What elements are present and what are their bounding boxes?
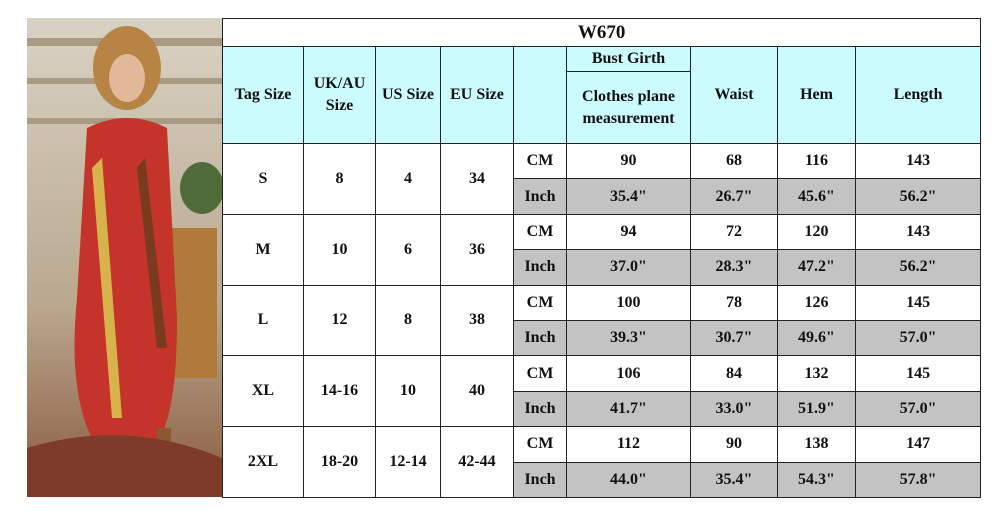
unit-cell: Inch: [513, 178, 567, 215]
column-header: Tag Size: [222, 46, 304, 144]
measure-cell: 57.8": [854, 461, 982, 498]
measure-cell: 126: [777, 284, 856, 321]
measure-cell: 33.0": [690, 390, 778, 428]
column-header: UK/AU Size: [303, 46, 376, 144]
measure-cell: 49.6": [777, 319, 856, 357]
size-cell: 36: [440, 213, 514, 286]
measure-cell: 94: [566, 213, 691, 251]
column-header: Bust Girth: [566, 46, 691, 72]
measure-cell: 78: [690, 284, 778, 321]
column-header: EU Size: [440, 46, 514, 144]
size-row: Inch 44.0" 35.4" 54.3" 57.8": [223, 461, 982, 498]
measure-cell: 116: [777, 142, 856, 180]
size-row: 2XL 18-20 12-14 42-44 CM 112 90 138 147: [222, 426, 982, 498]
size-cell: 40: [440, 355, 514, 428]
size-cell: 34: [440, 143, 514, 215]
size-table: W670 Tag Size UK/AU Size US Size EU Size Bust…: [221, 18, 982, 498]
size-cell: 8: [375, 284, 441, 357]
column-header: Hem: [777, 46, 856, 144]
measure-cell: 26.7": [690, 178, 778, 215]
measure-cell: 56.2": [854, 178, 982, 215]
measure-cell: 120: [777, 213, 856, 251]
measure-cell: 138: [777, 426, 856, 463]
measure-cell: 132: [777, 355, 856, 392]
title-row: W670: [221, 18, 982, 47]
header-row: Tag Size UK/AU Size US Size EU Size Bust Gir…: [222, 46, 982, 144]
size-cell: 6: [375, 213, 441, 286]
measure-cell: 30.7": [690, 319, 778, 357]
size-row: XL 14-16 10 40 CM 106 84 132 145: [222, 355, 982, 428]
column-subheader: Clothes plane measurement: [566, 71, 691, 144]
measure-cell: 147: [854, 426, 982, 463]
unit-cell: CM: [513, 284, 567, 321]
unit-cell: CM: [513, 426, 567, 463]
measure-cell: 35.4": [690, 461, 778, 498]
measure-cell: 72: [690, 213, 778, 251]
unit-cell: CM: [513, 142, 567, 180]
header-row: Clothes plane measurement: [223, 71, 981, 144]
size-cell: L: [222, 284, 304, 357]
unit-cell: Inch: [513, 319, 567, 357]
model-photo: [27, 18, 222, 497]
unit-cell: Inch: [513, 390, 567, 428]
measure-cell: 41.7": [566, 390, 691, 428]
unit-cell: CM: [513, 213, 567, 251]
size-cell: 8: [303, 143, 376, 215]
measure-cell: 112: [566, 426, 691, 463]
measure-cell: 68: [690, 142, 778, 180]
measure-cell: 57.0": [854, 319, 982, 357]
size-cell: S: [222, 143, 304, 215]
size-cell: 14-16: [303, 355, 376, 428]
measure-cell: 145: [854, 284, 982, 321]
measure-cell: 56.2": [854, 249, 982, 286]
measure-cell: 106: [566, 355, 691, 392]
column-header: Waist: [690, 46, 778, 144]
measure-cell: 44.0": [566, 461, 691, 498]
measure-cell: 143: [854, 142, 982, 180]
size-cell: 10: [303, 213, 376, 286]
size-cell: 12: [303, 284, 376, 357]
measure-cell: 57.0": [854, 390, 982, 428]
measure-cell: 35.4": [566, 178, 691, 215]
size-cell: M: [222, 213, 304, 286]
measure-cell: 145: [854, 355, 982, 392]
size-cell: 18-20: [303, 426, 376, 498]
measure-cell: 84: [690, 355, 778, 392]
unit-cell: Inch: [513, 461, 567, 498]
measure-cell: 143: [854, 213, 982, 251]
measure-cell: 39.3": [566, 319, 691, 357]
measure-cell: 90: [690, 426, 778, 463]
size-cell: 10: [375, 355, 441, 428]
size-cell: 38: [440, 284, 514, 357]
measure-cell: 54.3": [777, 461, 856, 498]
size-row: Inch 41.7" 33.0" 51.9" 57.0": [223, 390, 982, 428]
measure-cell: 100: [566, 284, 691, 321]
unit-cell: CM: [513, 355, 567, 392]
table-title: W670: [221, 18, 982, 47]
size-row: S 8 4 34 CM 90 68 116 143: [222, 142, 982, 215]
measure-cell: 37.0": [566, 249, 691, 286]
column-header: US Size: [375, 46, 441, 144]
size-row: Inch 37.0" 28.3" 47.2" 56.2": [223, 249, 982, 286]
measure-cell: 51.9": [777, 390, 856, 428]
size-row: M 10 6 36 CM 94 72 120 143: [222, 213, 982, 286]
measure-cell: 45.6": [777, 178, 856, 215]
measure-cell: 28.3": [690, 249, 778, 286]
size-row: L 12 8 38 CM 100 78 126 145: [222, 284, 982, 357]
unit-cell: Inch: [513, 249, 567, 286]
column-header: Length: [854, 46, 982, 144]
size-cell: XL: [222, 355, 304, 428]
size-cell: 12-14: [375, 426, 441, 498]
measure-cell: 47.2": [777, 249, 856, 286]
size-row: Inch 35.4" 26.7" 45.6" 56.2": [223, 178, 982, 215]
size-cell: 42-44: [440, 426, 514, 498]
measure-cell: 90: [566, 142, 691, 180]
size-row: Inch 39.3" 30.7" 49.6" 57.0": [223, 319, 982, 357]
size-cell: 2XL: [222, 426, 304, 498]
size-cell: 4: [375, 143, 441, 215]
unit-header: [513, 46, 567, 144]
